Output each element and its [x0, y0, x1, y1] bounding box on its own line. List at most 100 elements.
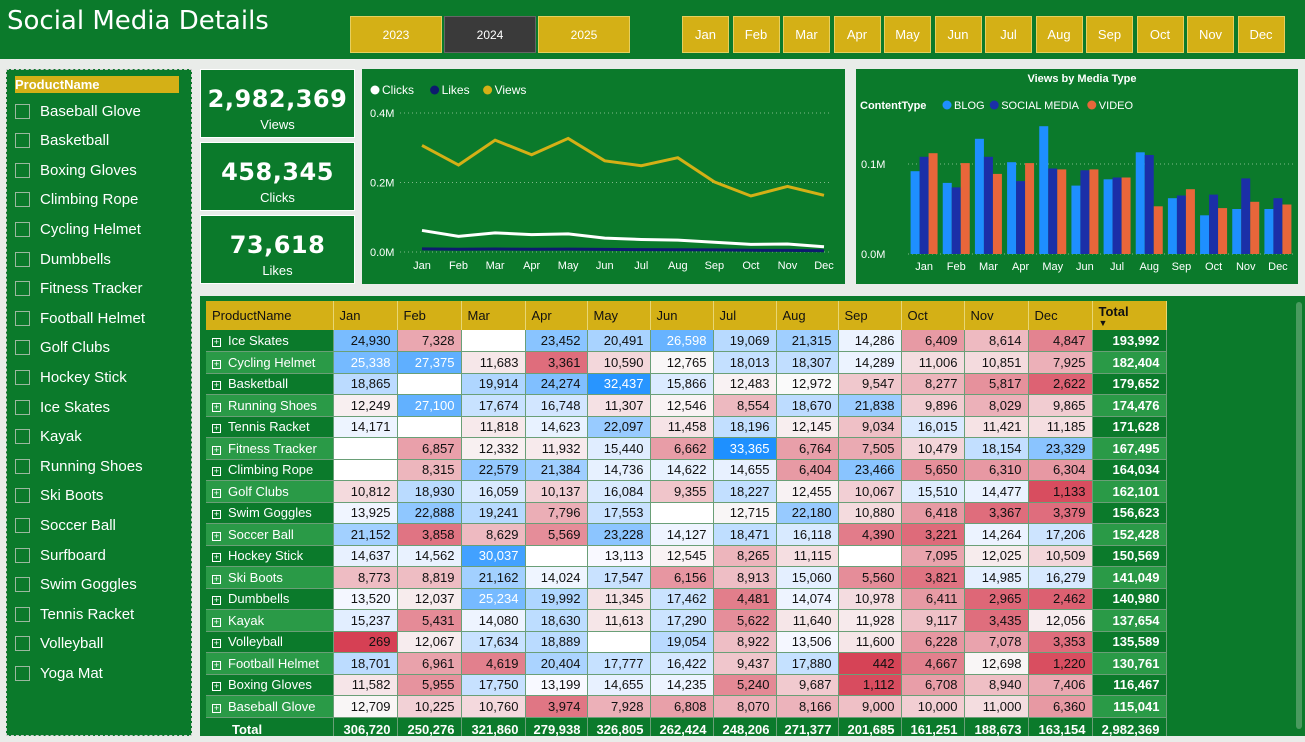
row-header[interactable]: + Baseball Glove [206, 695, 334, 718]
slicer-item[interactable]: Hockey Stick [15, 365, 127, 389]
slicer-item[interactable]: Dumbbells [15, 247, 111, 271]
expand-icon[interactable]: + [212, 638, 221, 649]
column-header[interactable]: Apr [525, 301, 588, 330]
expand-icon[interactable]: + [212, 444, 221, 455]
table-row[interactable]: + Soccer Ball 21,152 3,858 8,629 5,569 23,228 1… [206, 523, 1167, 546]
table-row[interactable]: + Swim Goggles 13,925 22,888 19,241 7,796 17,5… [206, 502, 1167, 524]
row-header[interactable]: + Running Shoes [206, 394, 334, 417]
slicer-item[interactable]: Boxing Gloves [15, 158, 137, 182]
expand-icon[interactable]: + [212, 337, 221, 347]
expand-icon[interactable]: + [212, 487, 221, 498]
month-button-jun[interactable]: Jun [934, 16, 982, 53]
slicer-item[interactable]: Running Shoes [15, 454, 143, 478]
month-button-aug[interactable]: Aug [1035, 16, 1083, 53]
slicer-item[interactable]: Surfboard [15, 543, 106, 567]
checkbox[interactable] [15, 517, 30, 533]
slicer-item[interactable]: Baseball Glove [15, 99, 141, 123]
bar-social-media-nov[interactable] [1241, 178, 1251, 254]
month-button-sep[interactable]: Sep [1086, 16, 1133, 53]
table-row[interactable]: + Ski Boots 8,773 8,819 21,162 14,024 17,547 6,… [206, 566, 1167, 589]
checkbox[interactable] [15, 162, 30, 178]
slicer-item[interactable]: Climbing Rope [15, 188, 138, 212]
row-header[interactable]: + Hockey Stick [206, 545, 334, 567]
bar-social-media-may[interactable] [1048, 168, 1058, 255]
bar-social-media-oct[interactable] [1209, 194, 1219, 254]
bar-video-feb[interactable] [960, 163, 970, 254]
expand-icon[interactable]: + [212, 509, 221, 520]
row-header[interactable]: + Kayak [206, 609, 334, 632]
column-header[interactable]: May [587, 301, 651, 330]
column-header[interactable]: ProductName [206, 301, 334, 330]
checkbox[interactable] [15, 429, 30, 445]
column-header[interactable]: Jul [713, 301, 777, 330]
bar-blog-apr[interactable] [1007, 162, 1017, 254]
expand-icon[interactable]: + [212, 616, 221, 627]
expand-icon[interactable]: + [212, 573, 221, 584]
row-header[interactable]: + Tennis Racket [206, 416, 334, 438]
column-header[interactable]: Oct [901, 301, 965, 330]
bar-social-media-mar[interactable] [983, 156, 993, 254]
row-header[interactable]: + Football Helmet [206, 652, 334, 675]
bar-blog-oct[interactable] [1200, 215, 1210, 254]
checkbox[interactable] [15, 133, 30, 149]
table-row[interactable]: + Climbing Rope 8,315 22,579 21,384 14,736 14,… [206, 459, 1167, 481]
bar-video-oct[interactable] [1218, 208, 1228, 254]
expand-icon[interactable]: + [212, 595, 221, 606]
year-button-2023[interactable]: 2023 [350, 16, 442, 53]
month-button-oct[interactable]: Oct [1136, 16, 1184, 53]
expand-icon[interactable]: + [212, 552, 221, 563]
slicer-item[interactable]: Football Helmet [15, 306, 145, 330]
bar-video-may[interactable] [1057, 169, 1067, 254]
row-header[interactable]: + Climbing Rope [206, 459, 334, 481]
expand-icon[interactable]: + [212, 681, 221, 692]
row-header[interactable]: + Volleyball [206, 631, 334, 653]
year-button-2025[interactable]: 2025 [538, 16, 630, 53]
bar-social-media-apr[interactable] [1016, 181, 1026, 254]
table-row[interactable]: + Tennis Racket 14,171 11,818 14,623 22,097 11… [206, 416, 1167, 438]
table-row[interactable]: + Hockey Stick 14,637 14,562 30,037 13,113 12,… [206, 545, 1167, 567]
bar-video-sep[interactable] [1185, 189, 1195, 254]
column-header[interactable]: Sep [838, 301, 902, 330]
bar-blog-feb[interactable] [942, 182, 952, 254]
slicer-item[interactable]: Fitness Tracker [15, 277, 143, 301]
bar-video-nov[interactable] [1250, 201, 1260, 254]
expand-icon[interactable]: + [212, 401, 221, 412]
bar-social-media-sep[interactable] [1176, 195, 1186, 255]
column-header[interactable]: Jun [650, 301, 714, 330]
month-button-jul[interactable]: Jul [985, 16, 1032, 53]
bar-social-media-jul[interactable] [1112, 177, 1122, 255]
expand-icon[interactable]: + [212, 358, 221, 369]
column-header[interactable]: Mar [461, 301, 526, 330]
bar-blog-nov[interactable] [1232, 209, 1242, 254]
row-header[interactable]: + Ice Skates [206, 330, 334, 352]
row-header[interactable]: + Basketball [206, 373, 334, 395]
column-header[interactable]: Feb [397, 301, 462, 330]
column-header[interactable]: Jan [333, 301, 398, 330]
slicer-item[interactable]: Volleyball [15, 632, 103, 656]
series-line-views[interactable] [421, 136, 825, 198]
bar-video-dec[interactable] [1282, 204, 1292, 255]
bar-blog-jun[interactable] [1071, 185, 1081, 254]
year-button-2024[interactable]: 2024 [444, 16, 536, 53]
row-header[interactable]: + Soccer Ball [206, 523, 334, 546]
table-row[interactable]: + Fitness Tracker 6,857 12,332 11,932 15,440 6… [206, 437, 1167, 460]
table-row[interactable]: + Volleyball 269 12,067 17,634 18,889 19,054 8,… [206, 631, 1167, 653]
bar-social-media-jun[interactable] [1080, 170, 1090, 254]
bar-video-apr[interactable] [1025, 163, 1035, 254]
table-row[interactable]: + Running Shoes 12,249 27,100 17,674 16,748 11… [206, 394, 1167, 417]
checkbox[interactable] [15, 103, 30, 119]
row-header[interactable]: + Ski Boots [206, 566, 334, 589]
row-header[interactable]: + Fitness Tracker [206, 437, 334, 460]
table-row[interactable]: + Kayak 15,237 5,431 14,080 18,630 11,613 17,29… [206, 609, 1167, 632]
table-row[interactable]: + Dumbbells 13,520 12,037 25,234 19,992 11,345… [206, 588, 1167, 610]
sort-desc-icon[interactable]: ▼ [1098, 318, 1108, 328]
checkbox[interactable] [15, 399, 30, 415]
bar-social-media-jan[interactable] [919, 156, 929, 254]
month-button-feb[interactable]: Feb [732, 16, 780, 53]
slicer-item[interactable]: Soccer Ball [15, 513, 116, 537]
month-button-may[interactable]: May [884, 16, 931, 53]
expand-icon[interactable]: + [212, 466, 221, 477]
slicer-item[interactable]: Kayak [15, 425, 82, 449]
bar-video-aug[interactable] [1153, 206, 1163, 254]
month-button-nov[interactable]: Nov [1187, 16, 1234, 53]
